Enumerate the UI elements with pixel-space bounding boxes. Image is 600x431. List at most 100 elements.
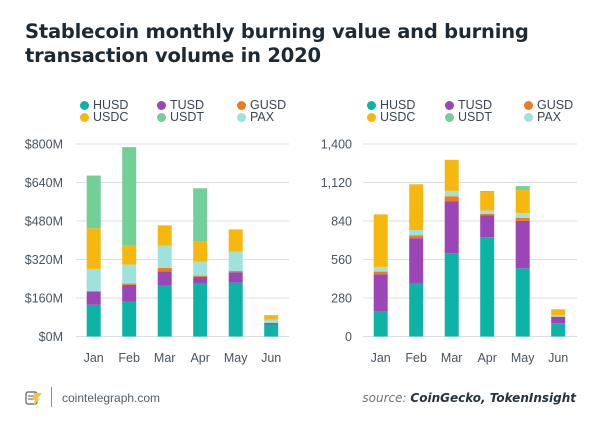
bar-segment-pax-jun [551,315,566,317]
legend-dot-icon [157,100,166,110]
bar-segment-usdt-apr [480,191,495,192]
bar-segment-husd-mar [157,285,172,337]
bar-segment-tusd-may [228,272,243,283]
x-tick-label: Jan [371,351,391,365]
legend-item-pax: PAX [524,111,561,123]
legend-dot-icon [80,100,89,110]
bar-segment-pax-jun [264,319,279,324]
bar-segment-tusd-jun [264,323,279,325]
legend-item-tusd: TUSD [445,99,492,111]
source-credit: source: CoinGecko, TokenInsight [362,391,576,405]
cointelegraph-logo-icon [25,391,42,406]
bar-segment-pax-jan [86,268,101,292]
source-names: CoinGecko, TokenInsight [410,391,576,405]
y-tick-label: $160M [25,292,63,306]
x-tick-label: May [224,351,248,365]
chart-title: Stablecoin monthly burning value and bur… [25,20,529,67]
bar-segment-usdc-feb [409,184,424,231]
bar-segment-pax-may [515,213,530,218]
y-tick-label: 0 [345,330,352,344]
bar-segment-tusd-may [515,220,530,269]
bar-segment-usdc-jun [264,315,279,320]
legend-label: GUSD [537,98,574,112]
legend-dot-icon [367,112,376,122]
bar-segment-pax-may [228,251,243,272]
bar-segment-husd-mar [444,253,459,337]
legend-item-husd: HUSD [367,98,416,112]
legend-label: USDT [170,110,205,124]
bar-segment-usdc-mar [444,159,459,191]
bar-segment-pax-apr [480,210,495,214]
y-tick-label: 280 [331,292,352,306]
bar-segment-husd-jun [551,323,566,337]
x-tick-label: Jan [84,351,104,365]
bar-segment-husd-jun [264,324,279,337]
legend-dot-icon [445,100,454,110]
legend-item-usdc: USDC [80,111,128,123]
bar-segment-usdc-mar [157,225,172,246]
legend-dot-icon [157,112,166,122]
bar-segment-usdt-apr [193,188,208,242]
legend-label: PAX [250,110,275,124]
legend-item-pax: PAX [237,110,275,124]
legend-label: USDC [380,110,416,124]
bar-segment-pax-apr [193,261,208,276]
bar-segment-pax-jan [373,266,388,272]
bar-segment-usdt-may [515,186,530,191]
bar-segment-gusd-feb [122,283,137,285]
bar-segment-husd-apr [480,237,495,337]
legend-dot-icon [445,112,454,122]
bar-segment-usdc-may [515,190,530,214]
legend-label: GUSD [250,98,287,112]
bar-segment-usdc-feb [122,245,137,265]
bar-segment-tusd-jun [551,316,566,324]
x-tick-label: May [511,351,535,365]
y-tick-label: $320M [25,253,63,267]
legend-label: HUSD [380,98,416,112]
bar-segment-usdc-apr [193,241,208,262]
y-tick-label: 1,400 [321,138,352,152]
legend-item-gusd: GUSD [237,98,287,112]
legend-label: HUSD [93,98,129,112]
bar-segment-gusd-jan [373,271,388,275]
y-tick-label: 1,120 [321,176,352,190]
x-tick-label: Apr [190,351,209,365]
legend-item-husd: HUSD [80,98,129,112]
bar-segment-gusd-may [515,217,530,221]
bar-segment-tusd-feb [409,238,424,284]
bar-segment-husd-jan [373,311,388,337]
legend-label: USDT [458,110,493,124]
bar-segment-usdc-jan [373,214,388,267]
legend-dot-icon [237,112,246,122]
x-tick-label: Feb [405,351,427,365]
volume-chart: 0 280 560 840 1,120 1,400 Jan Feb Mar Apr May Jun [321,138,577,365]
bar-segment-usdc-jun [551,309,566,316]
legend-item-usdc: USDC [367,110,416,124]
bar-segment-gusd-feb [409,235,424,239]
bar-segment-usdc-may [228,229,243,252]
bar-segment-tusd-feb [122,284,137,302]
legend-dot-icon [80,112,89,122]
x-tick-label: Jun [548,351,568,365]
bar-segment-gusd-apr [480,213,495,216]
bar-segment-usdt-jan [86,175,101,229]
value-chart: $0M $160M $320M $480M $640M $800M Jan Feb Mar Apr… [25,138,289,365]
bar-segment-husd-may [228,282,243,337]
bar-segment-usdt-feb [122,147,137,246]
bar-segment-husd-jan [86,304,101,337]
legend-volume-chart: HUSD TUSD GUSD USDC USDT PAX [286,98,573,129]
x-tick-label: Mar [154,351,176,365]
bar-segment-husd-may [515,268,530,337]
x-tick-label: Apr [477,351,496,365]
bar-segment-pax-feb [122,264,137,284]
bar-segment-husd-apr [193,283,208,337]
bar-segment-husd-feb [122,301,137,337]
legend-item-usdt: USDT [445,110,493,124]
legend-label: TUSD [170,98,205,112]
legend-item-usdt: USDT [157,110,205,124]
legend-dot-icon [367,100,376,110]
bar-segment-tusd-jan [86,291,101,305]
bar-segment-tusd-mar [444,201,459,254]
footer-site-name: cointelegraph.com [62,391,161,405]
